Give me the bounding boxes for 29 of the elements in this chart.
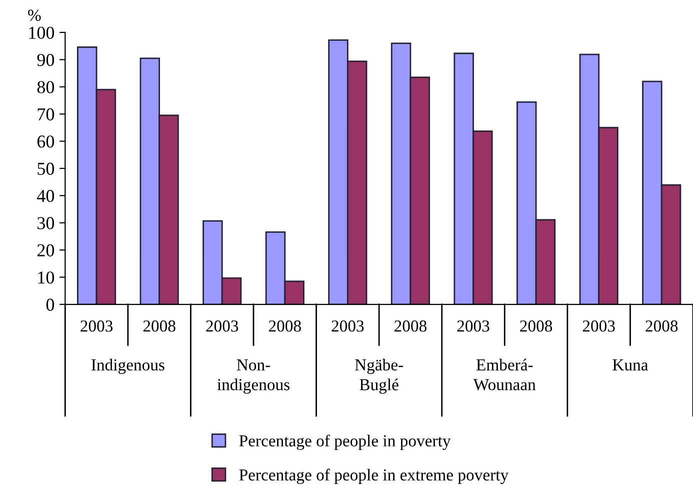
x-tick-label: 2003: [582, 320, 615, 332]
x-tick-label: 2008: [646, 320, 678, 332]
text: Ngäbe- Buglé: [355, 358, 403, 394]
y-tick-label: 80: [37, 81, 54, 94]
y-tick-label: 10: [38, 271, 54, 284]
text: Emberá- Wounaan: [473, 358, 536, 390]
x-tick-label: 2003: [457, 320, 490, 332]
x-tick-label: 2008: [143, 320, 176, 332]
y-tick-label: 50: [38, 162, 54, 175]
text: Indigenous: [91, 358, 164, 374]
x-tick-label: 2008: [268, 320, 301, 332]
text: Non- indigenous: [217, 359, 290, 394]
y-tick-label: 60: [37, 135, 54, 148]
legend-label: Percentage of people in extreme poverty: [239, 468, 509, 484]
y-axis-title: %: [28, 10, 41, 21]
text: Kuna: [612, 359, 648, 371]
x-tick-label: 2003: [332, 320, 364, 332]
x-tick-label: 2008: [394, 320, 426, 332]
y-tick-label: 40: [37, 190, 54, 202]
y-tick-label: 70: [38, 108, 54, 120]
y-tick-label: 90: [37, 54, 54, 66]
legend-label: Percentage of people in poverty: [239, 434, 451, 450]
y-tick-label: 100: [29, 26, 54, 39]
y-tick-label: 0: [46, 298, 54, 311]
y-tick-label: 30: [38, 217, 54, 230]
y-tick-label: 20: [37, 244, 54, 256]
x-tick-label: 2003: [80, 320, 113, 332]
x-tick-label: 2003: [206, 320, 238, 332]
x-tick-label: 2008: [520, 320, 552, 332]
